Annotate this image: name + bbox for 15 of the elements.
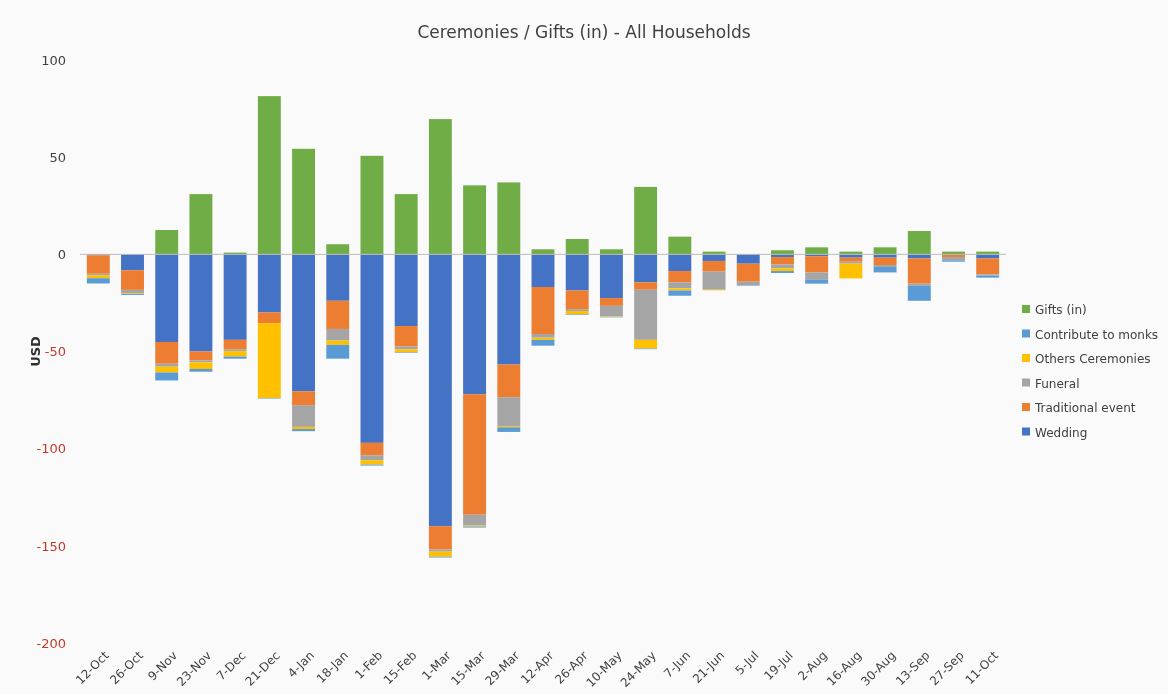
chart-title: Ceremonies / Gifts (in) - All Households (417, 22, 751, 42)
legend-label: Gifts (in) (1035, 303, 1087, 318)
y-tick-label: 100 (41, 52, 66, 68)
y-axis-title: USD (28, 335, 43, 367)
y-tick-label: -150 (36, 538, 66, 554)
legend-label: Traditional event (1034, 401, 1136, 416)
y-tick-label: -200 (36, 635, 66, 651)
y-tick-label: 50 (49, 149, 66, 165)
legend-label: Others Ceremonies (1035, 352, 1151, 367)
legend-label: Funeral (1035, 376, 1080, 391)
y-tick-label: -50 (44, 344, 66, 360)
legend-label: Contribute to monks (1035, 327, 1159, 342)
legend-label: Wedding (1035, 425, 1088, 440)
y-tick-label: -100 (36, 441, 66, 457)
y-tick-label: 0 (57, 246, 66, 262)
